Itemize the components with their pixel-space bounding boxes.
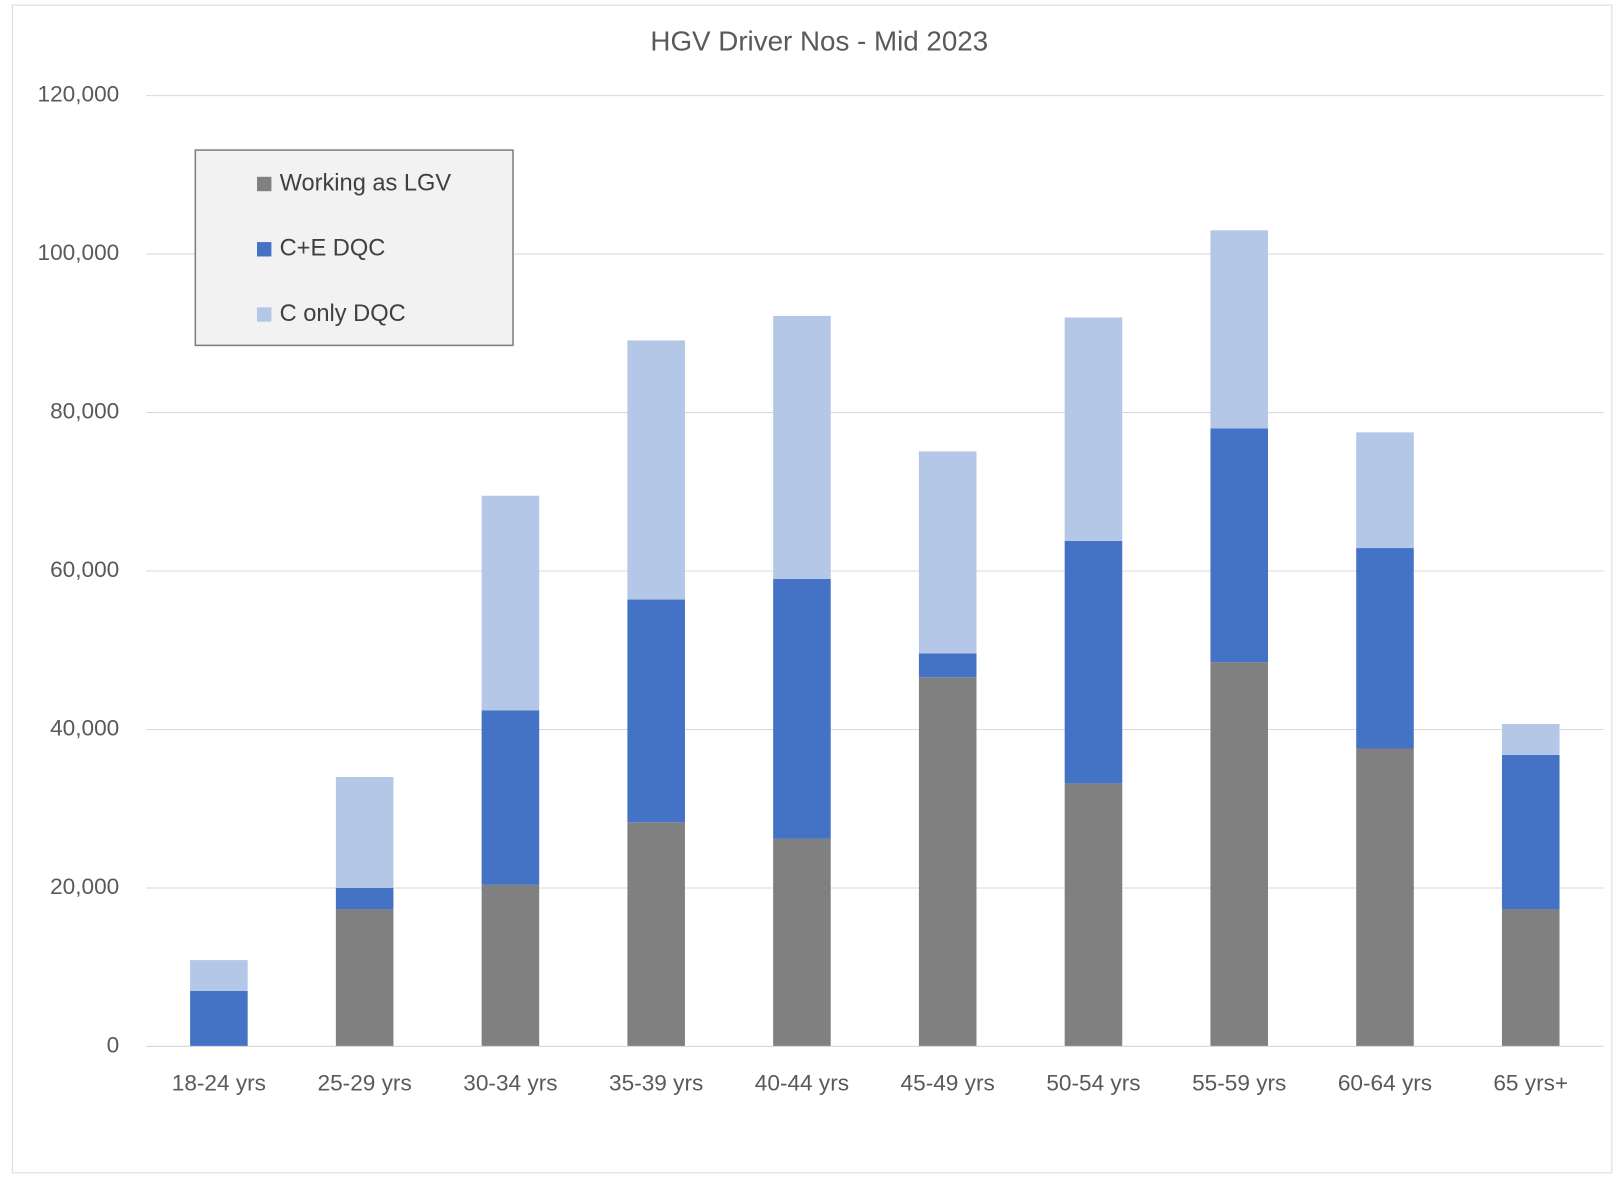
bar-segment (1501, 754, 1560, 910)
x-tick-label: 60-64 yrs (1338, 1070, 1432, 1095)
bar-segment (481, 884, 540, 1047)
bar-segment (1210, 230, 1269, 429)
x-tick-label: 25-29 yrs (318, 1070, 412, 1095)
legend-label: Working as LGV (280, 170, 452, 196)
bar-segment (335, 887, 394, 910)
bar-segment (1064, 317, 1123, 541)
bar-segment (481, 495, 540, 711)
bar-segment (1501, 723, 1560, 755)
bar-segment (481, 710, 540, 885)
y-tick-label: 80,000 (50, 399, 119, 424)
bar-segment (190, 990, 248, 1047)
bar-segment (1356, 432, 1414, 549)
bar-segment (627, 340, 685, 600)
bar-segment (1064, 540, 1123, 784)
bar-segment (1501, 909, 1560, 1047)
bar-segment (627, 822, 685, 1047)
legend-swatch (257, 307, 272, 322)
bar-segment (1210, 428, 1269, 663)
legend-swatch (257, 176, 272, 192)
x-tick-label: 65 yrs+ (1493, 1070, 1568, 1095)
bar-segment (1210, 662, 1269, 1047)
y-tick-label: 0 (107, 1032, 120, 1057)
x-tick-label: 55-59 yrs (1192, 1070, 1286, 1095)
legend-box (194, 149, 514, 347)
bar-segment (1356, 748, 1414, 1047)
x-tick-label: 45-49 yrs (901, 1070, 995, 1095)
bar-segment (335, 777, 394, 888)
bar-segment (773, 838, 831, 1047)
x-tick-label: 35-39 yrs (609, 1070, 703, 1095)
bar-segment (918, 653, 977, 678)
chart-title: HGV Driver Nos - Mid 2023 (650, 26, 988, 57)
legend-swatch (257, 242, 272, 257)
bar-segment (335, 909, 394, 1047)
x-tick-label: 30-34 yrs (463, 1070, 557, 1095)
legend-label: C+E DQC (280, 236, 386, 262)
bar-segment (918, 677, 977, 1047)
bar-segment (627, 599, 685, 823)
bar-segment (773, 315, 831, 579)
y-tick-label: 100,000 (38, 240, 120, 265)
y-tick-label: 120,000 (38, 82, 120, 107)
x-tick-label: 18-24 yrs (172, 1070, 266, 1095)
bar-segment (190, 960, 248, 991)
bar-segment (918, 451, 977, 654)
x-tick-label: 40-44 yrs (755, 1070, 849, 1095)
x-tick-label: 50-54 yrs (1046, 1070, 1140, 1095)
y-tick-label: 60,000 (50, 557, 119, 582)
bar-segment (773, 578, 831, 839)
legend-label: C only DQC (280, 301, 406, 327)
y-tick-label: 20,000 (50, 874, 119, 899)
y-tick-label: 40,000 (50, 715, 119, 740)
bar-segment (1356, 548, 1414, 749)
bar-segment (1064, 783, 1123, 1047)
